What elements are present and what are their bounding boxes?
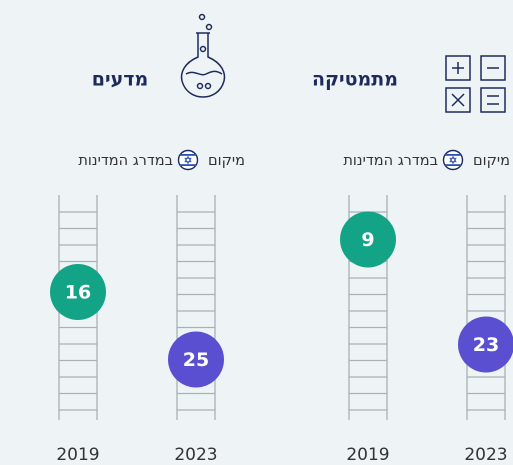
flag-stripe: [445, 164, 461, 166]
subtitle: מיקום: [208, 153, 245, 169]
year-label: 2023: [174, 445, 217, 465]
flag-stripe: [445, 154, 461, 156]
rank-value: 25: [183, 349, 209, 371]
subtitle: במדרג המדינות: [78, 153, 173, 169]
rank-badge: [168, 331, 224, 388]
flag-star: [184, 155, 192, 165]
year-label: 2019: [346, 445, 389, 465]
flag-star: [449, 155, 457, 165]
flask-icon: [180, 13, 226, 98]
subtitle: במדרג המדינות: [343, 153, 438, 169]
rank-badge: [50, 264, 106, 320]
calculator-icon: [445, 55, 506, 113]
rank-badge: [458, 316, 513, 373]
flag: [177, 149, 199, 171]
rank-value: 16: [65, 282, 91, 304]
panel-title: מתמטיקה: [312, 69, 398, 91]
year-label: 2023: [464, 445, 507, 465]
flag-stripe: [180, 164, 196, 166]
subtitle: מיקום: [473, 153, 510, 169]
year-label: 2019: [56, 445, 99, 465]
rank-value: 9: [361, 229, 374, 251]
panel-title: מדעים: [92, 69, 148, 91]
flag: [442, 149, 464, 171]
flag-stripe: [180, 154, 196, 156]
rank-value: 23: [473, 334, 499, 356]
rank-badge: [340, 211, 396, 268]
